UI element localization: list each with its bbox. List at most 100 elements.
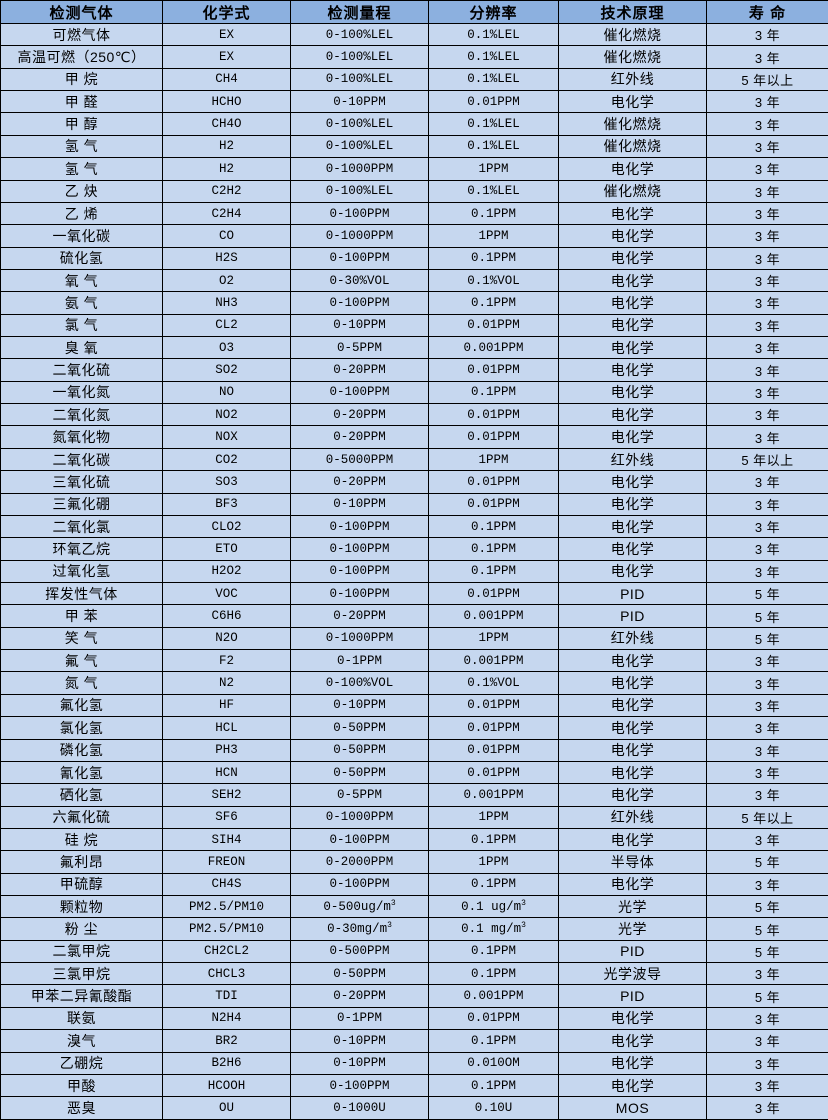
cell-detection-range: 0-100%LEL [291,46,429,68]
cell-lifespan: 3 年 [707,1052,828,1074]
cell-gas-name: 甲 醇 [1,113,163,135]
cell-lifespan: 3 年 [707,828,828,850]
cell-resolution: 0.001PPM [429,784,559,806]
cell-chemical-formula: CO2 [163,448,291,470]
cell-detection-range: 0-10PPM [291,91,429,113]
cell-technology: 电化学 [559,1074,707,1096]
cell-resolution: 0.010OM [429,1052,559,1074]
cell-technology: 电化学 [559,560,707,582]
cell-chemical-formula: PM2.5/PM10 [163,896,291,918]
cell-lifespan: 3 年 [707,560,828,582]
cell-resolution: 0.1PPM [429,202,559,224]
cell-lifespan: 3 年 [707,538,828,560]
cell-detection-range: 0-50PPM [291,963,429,985]
cell-technology: 电化学 [559,91,707,113]
cell-lifespan: 3 年 [707,180,828,202]
cell-detection-range: 0-50PPM [291,761,429,783]
cell-resolution: 0.001PPM [429,337,559,359]
cell-lifespan: 3 年 [707,337,828,359]
cell-lifespan: 3 年 [707,113,828,135]
cell-chemical-formula: SO3 [163,471,291,493]
cell-detection-range: 0-30mg/m3 [291,918,429,940]
cell-technology: 电化学 [559,873,707,895]
cell-detection-range: 0-5PPM [291,337,429,359]
cell-detection-range: 0-1PPM [291,650,429,672]
cell-chemical-formula: C2H2 [163,180,291,202]
cell-detection-range: 0-100PPM [291,560,429,582]
cell-resolution: 0.1%LEL [429,135,559,157]
cell-technology: 电化学 [559,225,707,247]
cell-resolution: 0.1PPM [429,247,559,269]
cell-lifespan: 3 年 [707,761,828,783]
cell-gas-name: 磷化氢 [1,739,163,761]
cell-gas-name: 氮氧化物 [1,426,163,448]
cell-chemical-formula: SF6 [163,806,291,828]
cell-chemical-formula: C6H6 [163,605,291,627]
cell-resolution: 0.01PPM [429,359,559,381]
column-header-resolution: 分辨率 [429,1,559,24]
cell-resolution: 0.01PPM [429,739,559,761]
cell-detection-range: 0-20PPM [291,359,429,381]
cell-gas-name: 氰化氢 [1,761,163,783]
cell-chemical-formula: F2 [163,650,291,672]
cell-lifespan: 5 年以上 [707,806,828,828]
cell-resolution: 0.1%LEL [429,46,559,68]
cell-technology: 电化学 [559,739,707,761]
cell-technology: 电化学 [559,694,707,716]
cell-gas-name: 甲硫醇 [1,873,163,895]
cell-lifespan: 3 年 [707,873,828,895]
cell-detection-range: 0-1000U [291,1097,429,1119]
cell-chemical-formula: HCN [163,761,291,783]
cell-gas-name: 氢 气 [1,135,163,157]
cell-resolution: 0.1%VOL [429,672,559,694]
cell-lifespan: 3 年 [707,158,828,180]
cell-gas-name: 挥发性气体 [1,582,163,604]
cell-detection-range: 0-20PPM [291,471,429,493]
cell-gas-name: 氟 气 [1,650,163,672]
cell-chemical-formula: CL2 [163,314,291,336]
cell-lifespan: 5 年以上 [707,68,828,90]
cell-chemical-formula: N2O [163,627,291,649]
cell-technology: PID [559,605,707,627]
cell-technology: 催化燃烧 [559,113,707,135]
cell-detection-range: 0-10PPM [291,314,429,336]
cell-resolution: 1PPM [429,225,559,247]
cell-chemical-formula: NH3 [163,292,291,314]
cell-detection-range: 0-1000PPM [291,158,429,180]
cell-gas-name: 环氧乙烷 [1,538,163,560]
cell-technology: 电化学 [559,202,707,224]
cell-chemical-formula: EX [163,24,291,46]
cell-gas-name: 乙硼烷 [1,1052,163,1074]
cell-resolution: 0.01PPM [429,761,559,783]
cell-gas-name: 乙 炔 [1,180,163,202]
cell-detection-range: 0-100PPM [291,381,429,403]
cell-gas-name: 一氧化氮 [1,381,163,403]
cell-technology: 红外线 [559,627,707,649]
cell-resolution: 0.1%LEL [429,113,559,135]
cell-lifespan: 5 年 [707,985,828,1007]
cell-resolution: 0.1 ug/m3 [429,896,559,918]
cell-lifespan: 3 年 [707,269,828,291]
cell-detection-range: 0-1000PPM [291,627,429,649]
cell-lifespan: 3 年 [707,381,828,403]
cell-lifespan: 3 年 [707,247,828,269]
cell-technology: 电化学 [559,515,707,537]
cell-gas-name: 硫化氢 [1,247,163,269]
cell-chemical-formula: B2H6 [163,1052,291,1074]
cell-detection-range: 0-100PPM [291,292,429,314]
cell-detection-range: 0-5PPM [291,784,429,806]
cell-gas-name: 甲酸 [1,1074,163,1096]
cell-lifespan: 3 年 [707,1030,828,1052]
cell-gas-name: 甲 苯 [1,605,163,627]
cell-chemical-formula: CH4 [163,68,291,90]
cell-detection-range: 0-100PPM [291,538,429,560]
cell-chemical-formula: H2 [163,158,291,180]
